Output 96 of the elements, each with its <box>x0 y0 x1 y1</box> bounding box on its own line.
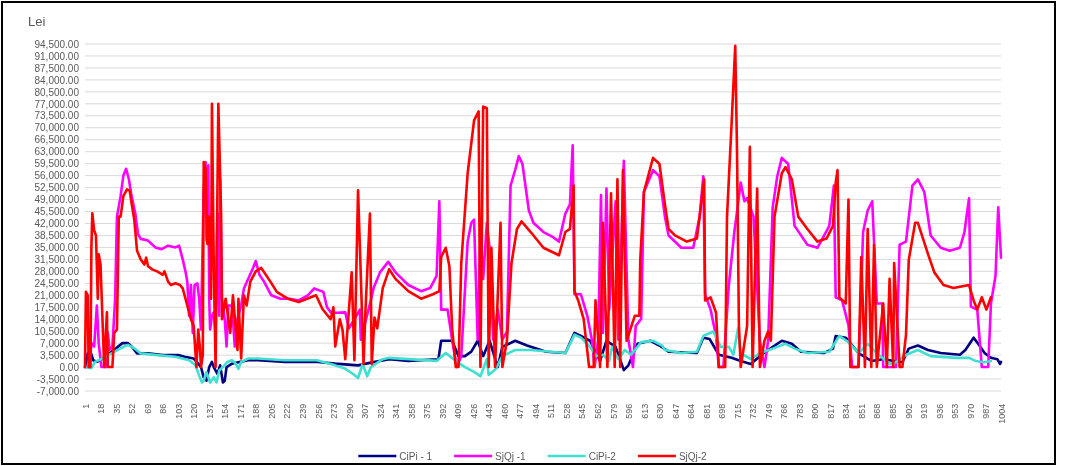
y-tick-label: 94,500.00 <box>34 38 80 50</box>
x-tick-label: 987 <box>981 403 992 419</box>
y-tick-label: 59,500.00 <box>34 158 80 170</box>
x-tick-label: 358 <box>406 403 417 419</box>
x-tick-label: 188 <box>251 403 262 419</box>
x-tick-label: 919 <box>919 403 930 419</box>
x-tick-label: 902 <box>903 403 914 419</box>
y-tick-label: 42,000.00 <box>34 218 80 230</box>
y-tick-label: 49,000.00 <box>34 194 80 206</box>
y-tick-label: 31,500.00 <box>34 254 80 266</box>
y-tick-label: -3,500.00 <box>36 373 80 385</box>
x-tick-label: 273 <box>329 403 340 419</box>
x-tick-label: 256 <box>313 403 324 419</box>
x-tick-label: 579 <box>608 403 619 419</box>
x-tick-label: 732 <box>748 403 759 419</box>
x-tick-label: 647 <box>670 403 681 419</box>
x-tick-label: 307 <box>360 403 371 419</box>
x-tick-label: 970 <box>965 403 976 419</box>
legend-label: CiPi - 1 <box>399 450 433 462</box>
x-tick-label: 171 <box>235 403 246 419</box>
x-tick-label: 86 <box>158 403 169 414</box>
x-tick-label: 375 <box>422 403 433 419</box>
y-tick-label: 35,000.00 <box>34 242 80 254</box>
x-tick-label: 562 <box>592 403 603 419</box>
x-tick-label: 494 <box>530 403 541 419</box>
y-tick-label: 63,000.00 <box>34 146 80 158</box>
y-tick-label: 80,500.00 <box>34 86 80 98</box>
x-tick-label: 698 <box>717 403 728 419</box>
x-tick-label: 1 <box>80 403 91 409</box>
x-tick-label: 545 <box>577 403 588 419</box>
x-tick-label: 103 <box>173 403 184 419</box>
x-tick-label: 681 <box>701 403 712 419</box>
x-tick-label: 52 <box>127 403 138 414</box>
y-tick-label: 7,000.00 <box>40 337 80 349</box>
x-tick-label: 953 <box>950 403 961 419</box>
x-tick-label: 766 <box>779 403 790 419</box>
x-tick-label: 715 <box>732 403 743 419</box>
y-tick-label: 66,500.00 <box>34 134 80 146</box>
legend-label: CiPi-2 <box>588 450 617 462</box>
x-tick-label: 613 <box>639 403 650 419</box>
line-series <box>83 44 993 369</box>
x-tick-label: 120 <box>189 403 200 419</box>
x-tick-label: 868 <box>872 403 883 419</box>
x-tick-label: 69 <box>142 403 153 414</box>
x-tick-label: 137 <box>204 403 215 419</box>
x-tick-label: 409 <box>453 403 464 419</box>
x-tick-label: 290 <box>344 403 355 419</box>
x-tick-label: 154 <box>220 403 231 419</box>
x-tick-label: 443 <box>484 403 495 419</box>
x-tick-label: 18 <box>96 403 107 414</box>
y-tick-label: 87,500.00 <box>34 62 80 74</box>
x-tick-label: 35 <box>111 403 122 414</box>
x-tick-label: 222 <box>282 403 293 419</box>
x-tick-label: 426 <box>468 403 479 419</box>
y-tick-label: 73,500.00 <box>34 110 80 122</box>
x-tick-label: 851 <box>856 403 867 419</box>
y-tick-label: 45,500.00 <box>34 206 80 218</box>
x-tick-label: 783 <box>794 403 805 419</box>
x-tick-label: 460 <box>499 403 510 419</box>
x-tick-label: 511 <box>546 403 557 419</box>
x-tick-label: 885 <box>887 403 898 419</box>
y-tick-label: 56,000.00 <box>34 170 80 182</box>
x-tick-label: 630 <box>655 403 666 419</box>
x-tick-label: 664 <box>686 403 697 419</box>
x-tick-label: 817 <box>825 403 836 419</box>
y-tick-label: 38,500.00 <box>34 230 80 242</box>
y-tick-label: 70,000.00 <box>34 122 80 134</box>
x-tick-label: 834 <box>841 403 852 419</box>
x-tick-label: 800 <box>810 403 821 419</box>
y-axis-title: Lei <box>28 14 46 29</box>
x-tick-label: 239 <box>298 403 309 419</box>
x-tick-label: 936 <box>934 403 945 419</box>
legend-label: SjQj -1 <box>495 450 527 462</box>
y-tick-label: 14,000.00 <box>34 313 80 325</box>
y-tick-label: 10,500.00 <box>34 325 80 337</box>
x-tick-label: 392 <box>437 403 448 419</box>
y-tick-label: 3,500.00 <box>40 349 80 361</box>
x-tick-label: 205 <box>266 403 277 419</box>
y-tick-label: 52,500.00 <box>34 182 80 194</box>
x-tick-label: 1004 <box>996 403 1007 424</box>
x-tick-label: 528 <box>561 403 572 419</box>
y-tick-label: 84,000.00 <box>34 74 80 86</box>
x-tick-label: 596 <box>624 403 635 419</box>
x-tick-label: 477 <box>515 403 526 419</box>
y-tick-label: 17,500.00 <box>34 301 80 313</box>
legend-label: SjQj-2 <box>678 450 708 462</box>
y-tick-label: 0.00 <box>59 361 80 373</box>
y-tick-label: 28,000.00 <box>34 266 80 278</box>
x-tick-label: 324 <box>375 403 386 419</box>
y-tick-label: 77,000.00 <box>34 98 80 110</box>
y-tick-label: -7,000.00 <box>36 385 80 397</box>
y-tick-label: 91,000.00 <box>34 50 80 62</box>
y-tick-label: 21,000.00 <box>34 289 80 301</box>
y-tick-label: 24,500.00 <box>34 278 80 290</box>
x-tick-label: 749 <box>763 403 774 419</box>
x-tick-label: 341 <box>391 403 402 419</box>
